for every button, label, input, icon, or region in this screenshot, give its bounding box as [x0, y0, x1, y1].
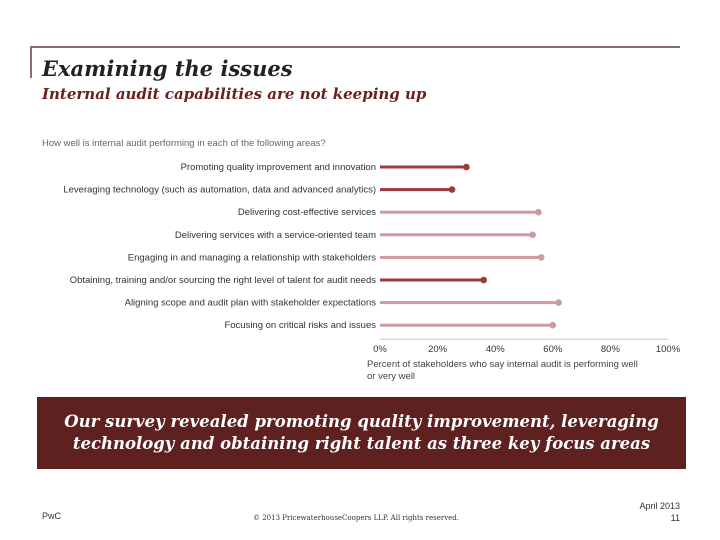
category-label: Obtaining, training and/or sourcing the … — [70, 275, 377, 286]
data-bar — [380, 301, 559, 305]
bar-end-marker — [549, 321, 557, 329]
data-bar — [380, 255, 542, 259]
category-label: Delivering services with a service-orien… — [175, 230, 376, 241]
data-bar — [380, 323, 553, 327]
banner-text: Our survey revealed promoting quality im… — [64, 412, 659, 453]
category-label: Focusing on critical risks and issues — [224, 320, 376, 331]
footer-copyright: © 2013 PricewaterhouseCoopers LLP. All r… — [253, 514, 460, 522]
page-title: Examining the issues — [42, 56, 293, 81]
category-label: Engaging in and managing a relationship … — [128, 252, 376, 263]
footer-meta: April 2013 11 — [639, 500, 680, 524]
bar-end-marker — [535, 208, 542, 216]
frame-left-line — [30, 46, 32, 78]
bar-chart: Promoting quality improvement and innova… — [63, 162, 681, 382]
bar-end-marker — [555, 299, 562, 306]
x-tick-label: 100% — [656, 344, 681, 355]
bar-end-marker — [529, 231, 536, 239]
x-tick-label: 0% — [373, 344, 387, 355]
footer-brand: PwC — [42, 511, 62, 521]
data-bar — [380, 210, 539, 214]
data-bar — [380, 278, 484, 282]
x-axis-title: Percent of stakeholders who say internal… — [367, 359, 638, 370]
x-axis-title: or very well — [367, 371, 415, 382]
bar-end-marker — [448, 186, 456, 193]
category-label: Delivering cost-effective services — [238, 207, 376, 218]
x-tick-label: 60% — [543, 344, 563, 355]
chart-question: How well is internal audit performing in… — [42, 138, 326, 149]
category-label: Leveraging technology (such as automatio… — [63, 185, 376, 196]
x-tick-label: 20% — [428, 344, 448, 355]
footer-page-number: 11 — [670, 513, 680, 523]
data-bar — [380, 233, 533, 237]
bar-end-marker — [537, 254, 545, 261]
bar-end-marker — [480, 276, 487, 284]
footer-date: April 2013 — [639, 501, 680, 511]
bar-end-marker — [463, 163, 470, 171]
x-tick-label: 40% — [486, 344, 506, 355]
category-label: Promoting quality improvement and innova… — [181, 162, 376, 173]
x-tick-label: 80% — [601, 344, 621, 355]
data-bar — [380, 165, 467, 169]
category-label: Aligning scope and audit plan with stake… — [125, 298, 377, 309]
conclusion-banner: Our survey revealed promoting quality im… — [37, 397, 686, 469]
page-subtitle: Internal audit capabilities are not keep… — [42, 85, 427, 103]
frame-top-line — [30, 46, 680, 48]
data-bar — [380, 188, 452, 192]
